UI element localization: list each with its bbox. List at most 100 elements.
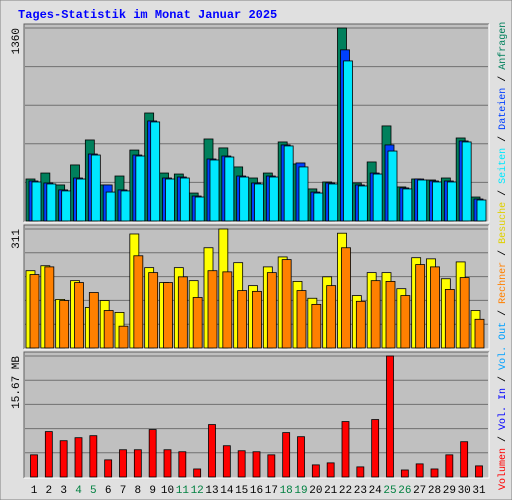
bar [267,454,276,478]
bar [474,318,485,349]
bar [31,181,42,222]
legend-separator: / [497,244,509,262]
bar [237,450,246,478]
bar [283,145,294,222]
bar [343,60,353,222]
x-tick-label: 29 [443,485,456,497]
legend: Volumen / Vol. In / Vol. Out / Rechner /… [497,22,509,490]
bar [88,292,99,349]
legend-separator: / [497,370,509,388]
bar [430,266,440,349]
bar [120,190,131,222]
bar [150,121,161,222]
bar [356,466,365,478]
x-tick-label: 24 [369,485,383,497]
bar [209,159,220,222]
bar [207,270,218,349]
bar [341,247,351,349]
bar [430,468,439,478]
x-tick-label: 5 [90,485,97,497]
x-tick-label: 6 [105,485,112,497]
bar [370,280,381,349]
bar [415,463,424,478]
x-tick-label: 15 [235,485,248,497]
x-tick-label: 1 [31,485,38,497]
bar [328,183,339,222]
bar [461,141,472,222]
y-tick-label: 15.67 MB [11,356,23,409]
bar [282,432,291,478]
x-tick-label: 22 [339,485,352,497]
bar [30,454,38,478]
bar [400,295,411,349]
bar [105,191,116,222]
bar [252,290,262,349]
bar [165,178,175,222]
bar [119,449,127,478]
bar [252,451,261,478]
bar [372,173,383,222]
bar [326,285,337,349]
bar [400,469,409,478]
bar [476,199,487,222]
bar [237,290,248,349]
bar [432,181,442,222]
bar [311,303,322,349]
bar [59,440,68,478]
x-tick-label: 31 [472,485,486,497]
x-tick-label: 25 [383,485,396,497]
bar [296,290,307,349]
x-tick-label: 3 [60,485,67,497]
x-tick-label: 26 [398,485,411,497]
bar [446,181,457,222]
y-tick-label: 311 [11,229,23,249]
x-tick-label: 12 [191,485,204,497]
bar [208,424,216,478]
x-tick-label: 2 [46,485,53,497]
x-tick-label: 16 [250,485,263,497]
bar [224,156,235,222]
panel-edge [23,23,489,222]
bar [311,464,320,478]
panel-edge [24,352,490,479]
legend-entry: Vol. Out [497,322,509,370]
bar [386,355,394,478]
panel-edge [23,351,489,478]
bar [281,259,292,349]
bar [61,190,72,222]
bar [239,176,250,222]
legend-separator: / [497,70,509,88]
legend-entry: Anfragen [497,22,509,70]
bar [133,255,144,349]
bar [177,276,188,349]
bar [76,178,86,222]
bar [459,277,470,349]
x-tick-label: 4 [75,485,82,497]
panel-edge [24,24,490,223]
legend-entry: Rechner [497,262,509,304]
bar [59,300,70,349]
bar [444,289,455,349]
panel-edge [24,225,490,350]
bar [135,155,146,222]
bar [193,468,202,478]
x-tick-label: 23 [354,485,367,497]
legend-entry: Dateien [497,88,509,130]
bar [402,188,413,222]
bar [74,282,84,349]
bar [417,179,428,222]
bar [148,429,157,478]
bar [357,185,368,222]
bar [133,449,142,478]
legend-entry: Seiten [497,148,509,184]
bar [103,310,114,349]
bar [44,266,55,349]
x-tick-label: 27 [413,485,426,497]
panel-edge [23,224,489,349]
x-tick-label: 21 [324,485,338,497]
bar [460,441,469,478]
bar [266,272,277,349]
bar [46,183,57,222]
bar [326,462,335,478]
bar [387,150,398,222]
